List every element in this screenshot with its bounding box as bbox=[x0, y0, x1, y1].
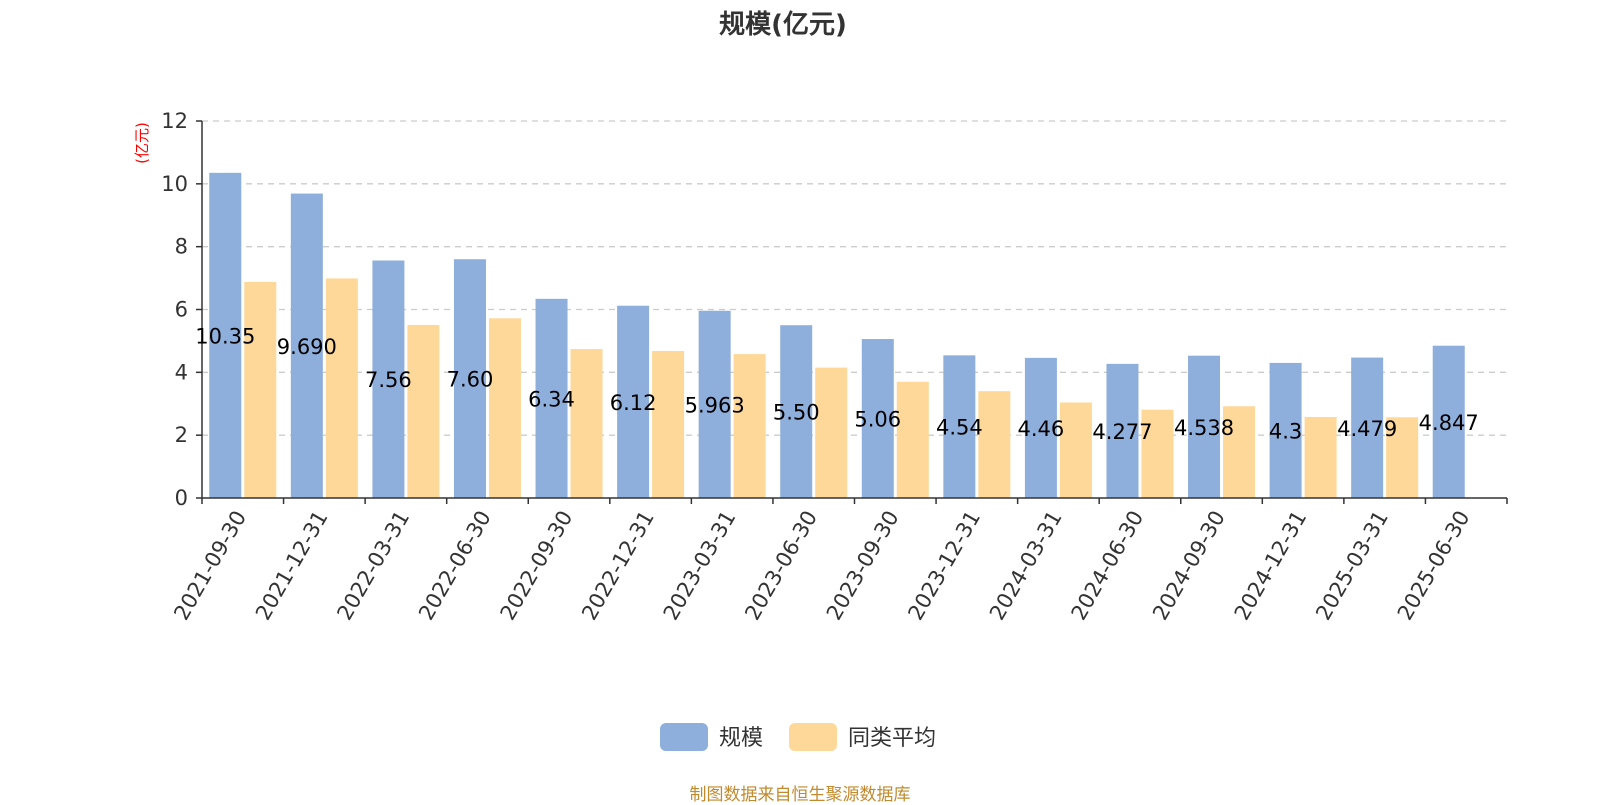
data-label-scale: 5.06 bbox=[854, 408, 901, 432]
data-label-scale: 7.60 bbox=[447, 368, 494, 392]
bar-scale bbox=[535, 298, 568, 498]
legend-swatch bbox=[789, 723, 837, 751]
data-label-scale: 6.12 bbox=[610, 391, 657, 415]
bar-peer-average bbox=[1223, 406, 1256, 498]
legend[interactable]: 规模 同类平均 bbox=[660, 723, 936, 751]
x-tick-label: 2024-12-31 bbox=[1230, 507, 1312, 625]
data-source-note: 制图数据来自恒生聚源数据库 bbox=[689, 785, 911, 805]
y-tick-label: 6 bbox=[175, 298, 188, 322]
legend-item[interactable]: 规模 bbox=[660, 723, 763, 751]
data-labels: 10.35 9.690 7.56 7.60 6.34 6.12 5.963 5.50 5.06 4… bbox=[195, 324, 1479, 444]
y-tick-label: 4 bbox=[175, 360, 188, 384]
bar-scale bbox=[698, 310, 731, 498]
bar-scale bbox=[780, 325, 813, 498]
y-tick-label: 12 bbox=[161, 109, 188, 133]
bar-peer-average bbox=[325, 278, 358, 498]
data-label-scale: 4.3 bbox=[1269, 419, 1302, 443]
data-label-scale: 4.479 bbox=[1337, 417, 1397, 441]
bar-peer-average bbox=[407, 324, 440, 498]
x-tick-label: 2023-06-30 bbox=[740, 507, 822, 625]
y-tick-label: 2 bbox=[175, 423, 188, 447]
bar-peer-average bbox=[733, 354, 766, 498]
grid-lines bbox=[202, 120, 1507, 436]
bar-scale bbox=[1432, 345, 1465, 498]
data-label-scale: 4.46 bbox=[1018, 417, 1065, 441]
bar-scale bbox=[453, 259, 486, 498]
y-tick-label: 0 bbox=[175, 486, 188, 510]
data-label-scale: 4.538 bbox=[1174, 416, 1234, 440]
bar-peer-average bbox=[570, 349, 603, 498]
data-label-scale: 4.54 bbox=[936, 416, 983, 440]
bar-peer-average bbox=[896, 381, 929, 498]
data-label-scale: 7.56 bbox=[365, 368, 412, 392]
bar-scale bbox=[943, 355, 976, 498]
data-label-scale: 4.847 bbox=[1419, 411, 1479, 435]
chart-title: 规模(亿元) bbox=[719, 10, 847, 40]
bar-scale bbox=[372, 260, 405, 498]
x-tick-label: 2025-06-30 bbox=[1393, 507, 1475, 625]
x-tick-label: 2024-06-30 bbox=[1066, 507, 1148, 625]
legend-label: 规模 bbox=[719, 726, 763, 751]
x-tick-label: 2024-03-31 bbox=[985, 507, 1067, 625]
x-tick-label: 2021-09-30 bbox=[169, 507, 251, 625]
y-tick-label: 10 bbox=[161, 172, 188, 196]
x-tick-label: 2022-09-30 bbox=[496, 507, 578, 625]
bar-scale bbox=[290, 193, 323, 498]
x-tick-label: 2021-12-31 bbox=[251, 507, 333, 625]
bar-scale bbox=[209, 172, 242, 498]
x-tick-label: 2022-06-30 bbox=[414, 507, 496, 625]
bar-peer-average bbox=[815, 367, 848, 498]
legend-label: 同类平均 bbox=[848, 726, 936, 751]
x-tick-label: 2023-12-31 bbox=[903, 507, 985, 625]
legend-item[interactable]: 同类平均 bbox=[789, 723, 936, 751]
bar-scale bbox=[861, 339, 894, 498]
x-tick-label: 2023-09-30 bbox=[822, 507, 904, 625]
bar-peer-average bbox=[488, 318, 521, 498]
data-label-scale: 6.34 bbox=[528, 387, 575, 411]
data-label-scale: 5.50 bbox=[773, 401, 820, 425]
x-tick-label: 2023-03-31 bbox=[659, 507, 741, 625]
y-tick-label: 8 bbox=[175, 235, 188, 259]
x-tick-label: 2025-03-31 bbox=[1311, 507, 1393, 625]
bar-scale bbox=[1024, 357, 1057, 498]
x-tick-label: 2022-03-31 bbox=[332, 507, 414, 625]
data-label-scale: 10.35 bbox=[195, 324, 255, 348]
bar-peer-average bbox=[1141, 409, 1174, 498]
x-tick-label: 2024-09-30 bbox=[1148, 507, 1230, 625]
bar-peer-average bbox=[244, 281, 277, 498]
data-label-scale: 4.277 bbox=[1092, 420, 1152, 444]
legend-swatch bbox=[660, 723, 708, 751]
bar-marks bbox=[209, 172, 1465, 498]
bar-peer-average bbox=[1304, 416, 1337, 498]
bar-peer-average bbox=[652, 350, 685, 498]
data-label-scale: 9.690 bbox=[277, 335, 337, 359]
data-label-scale: 5.963 bbox=[685, 393, 745, 417]
bar-scale bbox=[617, 305, 650, 498]
bar-scale bbox=[1188, 355, 1221, 498]
x-tick-label: 2022-12-31 bbox=[577, 507, 659, 625]
bar-scale bbox=[1269, 362, 1302, 498]
y-axis-unit-label: (亿元) bbox=[133, 122, 151, 164]
bar-scale bbox=[1351, 357, 1384, 498]
bar-scale bbox=[1106, 363, 1139, 498]
bar-peer-average bbox=[1059, 402, 1092, 498]
bar-peer-average bbox=[978, 391, 1011, 498]
bar-peer-average bbox=[1386, 417, 1419, 498]
